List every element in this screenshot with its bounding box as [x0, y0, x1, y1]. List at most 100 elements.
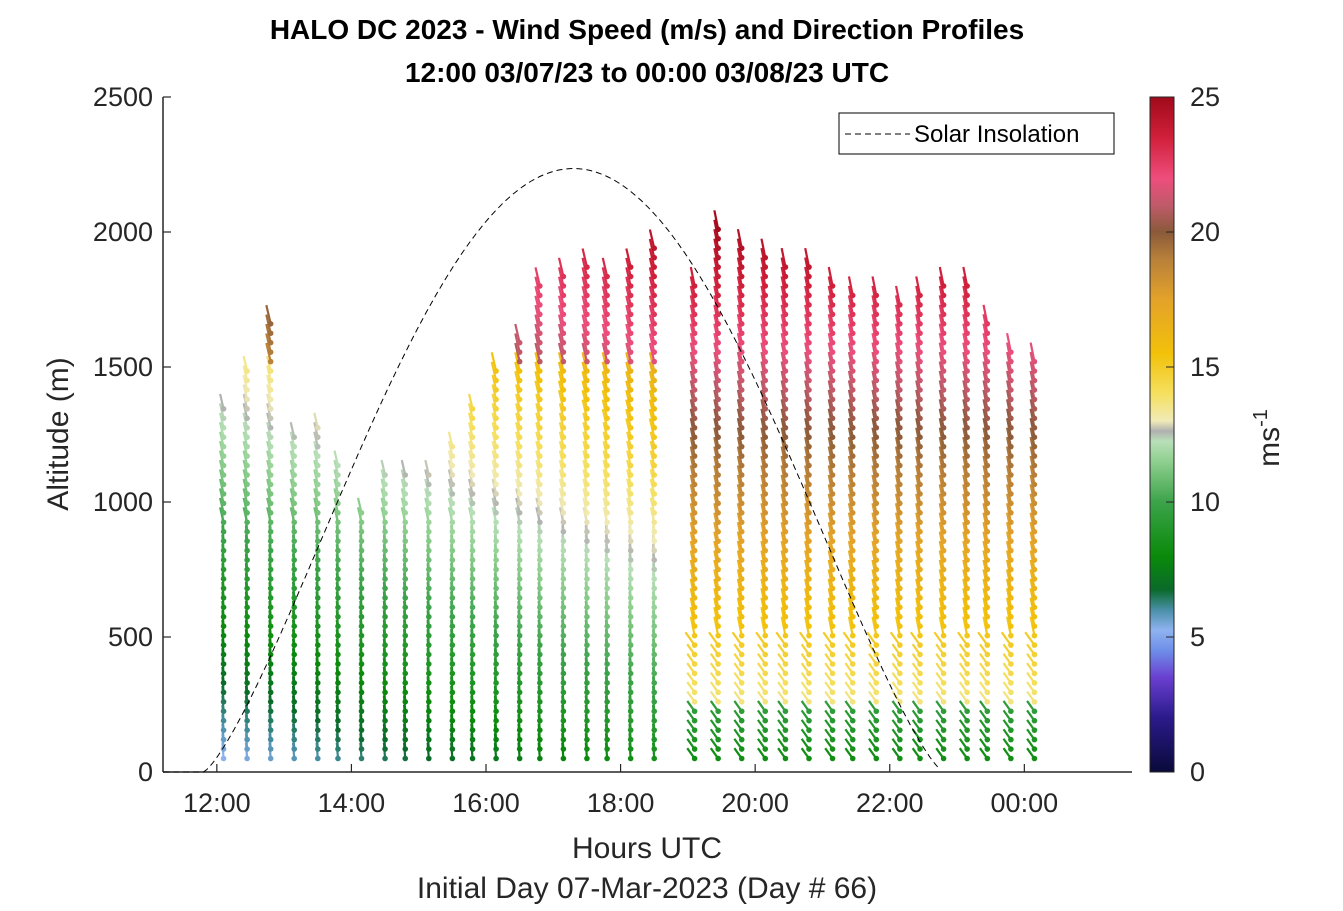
wind-barb-point — [426, 642, 432, 648]
wind-barb-point — [782, 538, 789, 544]
wind-barb-point — [651, 519, 658, 526]
wind-barb-point — [244, 604, 250, 611]
wind-barb-point — [584, 377, 590, 384]
wind-barb-point — [604, 434, 610, 441]
wind-barb-point — [358, 651, 365, 658]
wind-barb-point — [220, 670, 227, 677]
wind-barb-point — [984, 481, 991, 488]
wind-barb-point — [715, 481, 721, 488]
wind-barb-point — [584, 358, 590, 365]
wind-barb-point — [715, 349, 721, 355]
wind-barb-point — [516, 613, 523, 620]
wind-barb-point — [314, 755, 321, 762]
wind-barb-point — [849, 462, 856, 469]
wind-barb-point — [964, 491, 970, 497]
wind-barb-point — [873, 746, 880, 752]
wind-barb-point — [691, 302, 698, 308]
wind-barb-point — [806, 547, 812, 554]
wind-barb-point — [715, 462, 721, 469]
wind-barb-point — [516, 481, 523, 488]
wind-barb-point — [782, 613, 789, 620]
wind-barb-point — [244, 708, 250, 715]
wind-barb-point — [762, 462, 769, 469]
wind-barb-point — [584, 283, 590, 289]
wind-barb-point — [335, 462, 341, 469]
wind-barb-point — [291, 736, 298, 743]
wind-barb-point — [584, 472, 590, 478]
wind-barb-point — [738, 755, 745, 762]
wind-barb-point — [782, 623, 789, 629]
wind-barb-point — [738, 500, 745, 507]
wind-barb-point — [220, 604, 227, 611]
wind-barb-point — [691, 472, 698, 478]
wind-barb-point — [220, 623, 227, 629]
wind-barb-point — [402, 642, 409, 648]
plot-area: 12:00 14:00 16:00 18:00 20:00 22:00 00:00 0500… — [93, 82, 1132, 818]
wind-barb-point — [782, 321, 789, 327]
wind-barb-point — [691, 368, 698, 374]
wind-barb-point — [849, 377, 856, 384]
wind-barb-point — [984, 358, 991, 365]
y-tick-label: 2000 — [93, 217, 153, 247]
wind-barb-point — [335, 623, 341, 629]
wind-barb-point — [806, 491, 812, 497]
wind-barb-point — [1008, 689, 1014, 696]
colorbar-tick-label: 0 — [1190, 757, 1205, 787]
wind-barb-point — [449, 746, 456, 752]
wind-barb-point — [738, 680, 745, 686]
wind-barb-point — [691, 387, 698, 393]
wind-barb-point — [560, 699, 567, 705]
wind-barb-point — [829, 415, 836, 422]
wind-barb-point — [762, 472, 769, 478]
wind-barb-point — [715, 368, 721, 374]
wind-barb-point — [873, 491, 880, 497]
wind-barb-point — [984, 339, 991, 346]
wind-barb-point — [762, 358, 769, 365]
wind-barb-point — [849, 424, 856, 431]
wind-barb-point — [806, 746, 812, 752]
wind-barb-point — [335, 746, 341, 752]
wind-barb-point — [873, 566, 880, 573]
wind-barb-point — [762, 368, 769, 374]
wind-barb-point — [806, 349, 812, 355]
wind-barb-point — [493, 670, 499, 677]
wind-barb-point — [762, 538, 769, 544]
wind-barb-point — [829, 727, 836, 733]
wind-barb-point — [762, 576, 769, 582]
wind-barb-point — [738, 434, 745, 441]
wind-barb-point — [244, 510, 250, 516]
wind-barb-point — [402, 604, 409, 611]
wind-barb-point — [940, 746, 947, 752]
wind-barb-point — [244, 368, 250, 374]
wind-barb-point — [244, 595, 250, 601]
wind-barb-point — [691, 491, 698, 497]
wind-barb-shaft — [265, 304, 272, 325]
wind-barb-point — [584, 680, 590, 686]
wind-barb-point — [1008, 377, 1014, 384]
wind-barb-point — [220, 595, 227, 601]
wind-barb-point — [897, 585, 903, 592]
wind-barb-point — [782, 481, 789, 488]
wind-barb-point — [849, 481, 856, 488]
wind-barb-point — [738, 424, 745, 431]
wind-barb-point — [897, 661, 903, 667]
wind-barb-point — [715, 670, 721, 677]
wind-barb-point — [829, 462, 836, 469]
wind-barb-point — [849, 595, 856, 601]
wind-barb-point — [469, 500, 476, 507]
wind-barb-point — [940, 623, 947, 629]
wind-barb-point — [537, 746, 543, 752]
wind-barb-point — [829, 292, 836, 299]
wind-barb-point — [604, 481, 610, 488]
wind-barb-point — [1008, 528, 1014, 535]
wind-barb-point — [917, 453, 923, 459]
wind-barb-point — [917, 595, 923, 601]
wind-barb-point — [964, 613, 970, 620]
wind-barb-point — [267, 632, 274, 639]
wind-barb-point — [449, 642, 456, 648]
wind-barb-point — [651, 302, 658, 308]
wind-barb-point — [604, 453, 610, 459]
wind-barb-point — [426, 604, 432, 611]
wind-barb-point — [917, 349, 923, 355]
